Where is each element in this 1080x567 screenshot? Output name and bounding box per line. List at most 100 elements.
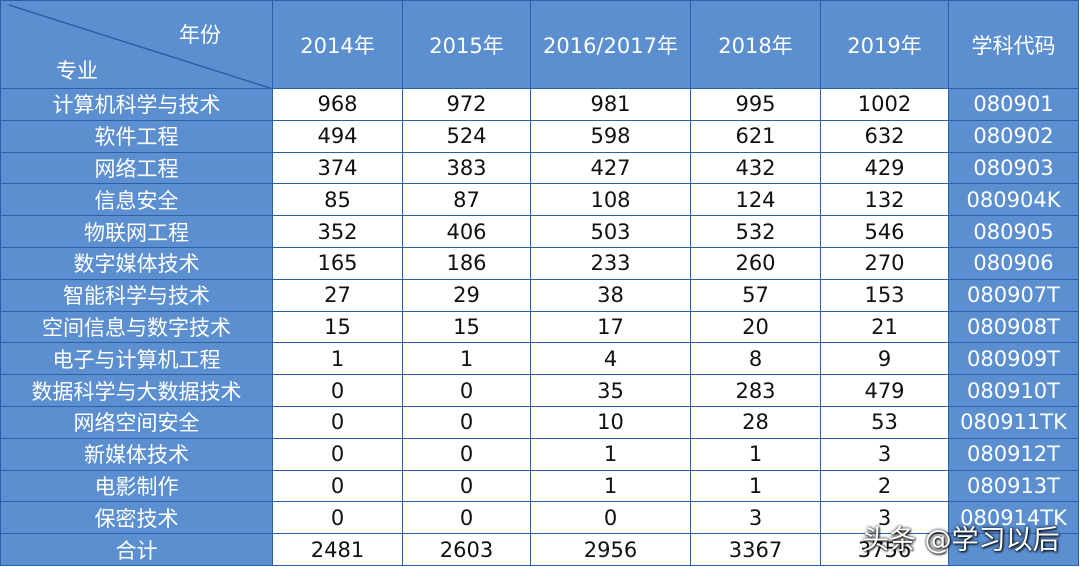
corner-bottom: 专业 [56, 59, 98, 83]
code-cell: 080906 [948, 247, 1079, 280]
value-cell: 8 [690, 342, 821, 376]
value-cell: 1 [690, 469, 821, 503]
value-cell: 1 [530, 469, 691, 503]
value-cell: 0 [402, 406, 531, 439]
code-cell: 080914TK [948, 501, 1079, 535]
row-label: 空间信息与数字技术 [0, 310, 273, 344]
code-cell: 080910T [948, 374, 1079, 407]
code-cell: 080904K [948, 183, 1079, 217]
row-label: 网络工程 [0, 151, 273, 185]
code-cell: 080905 [948, 215, 1079, 248]
value-cell: 0 [272, 437, 403, 471]
row-label: 新媒体技术 [0, 437, 273, 471]
value-cell: 165 [272, 247, 403, 280]
code-cell: 080907T [948, 278, 1079, 312]
diagonal [8, 4, 273, 89]
value-cell: 0 [402, 469, 531, 503]
value-cell: 270 [820, 247, 949, 280]
value-cell: 429 [820, 151, 949, 185]
value-cell: 598 [530, 119, 691, 153]
row-label: 软件工程 [0, 119, 273, 153]
value-cell: 1 [402, 342, 531, 376]
value-cell: 3 [690, 501, 821, 535]
watermark: 头条 @学习以后 [862, 525, 1060, 556]
value-cell: 9 [820, 342, 949, 376]
column-header: 2014年 [272, 0, 403, 89]
value-cell: 0 [530, 501, 691, 535]
corner-cell: 年份 专业 [0, 0, 273, 89]
value-cell: 124 [690, 183, 821, 217]
row-label: 信息安全 [0, 183, 273, 217]
value-cell: 972 [402, 88, 531, 121]
value-cell: 233 [530, 247, 691, 280]
value-cell: 0 [272, 469, 403, 503]
value-cell: 3367 [690, 533, 821, 566]
value-cell: 35 [530, 374, 691, 407]
value-cell: 10 [530, 406, 691, 439]
value-cell: 0 [272, 374, 403, 407]
value-cell: 1002 [820, 88, 949, 121]
code-cell [948, 533, 1079, 566]
code-cell: 080903 [948, 151, 1079, 185]
value-cell: 632 [820, 119, 949, 153]
value-cell: 0 [272, 501, 403, 535]
value-cell: 28 [690, 406, 821, 439]
value-cell: 432 [690, 151, 821, 185]
row-label: 智能科学与技术 [0, 278, 273, 312]
value-cell: 546 [820, 215, 949, 248]
value-cell: 132 [820, 183, 949, 217]
value-cell: 995 [690, 88, 821, 121]
value-cell: 4 [530, 342, 691, 376]
code-cell: 080901 [948, 88, 1079, 121]
row-label: 计算机科学与技术 [0, 88, 273, 121]
value-cell: 15 [402, 310, 531, 344]
value-cell: 108 [530, 183, 691, 217]
value-cell: 479 [820, 374, 949, 407]
value-cell: 2956 [530, 533, 691, 566]
code-cell: 080912T [948, 437, 1079, 471]
row-label: 网络空间安全 [0, 406, 273, 439]
value-cell: 352 [272, 215, 403, 248]
value-cell: 406 [402, 215, 531, 248]
value-cell: 503 [530, 215, 691, 248]
value-cell: 524 [402, 119, 531, 153]
value-cell: 15 [272, 310, 403, 344]
value-cell: 532 [690, 215, 821, 248]
row-label: 物联网工程 [0, 215, 273, 248]
value-cell: 20 [690, 310, 821, 344]
value-cell: 2481 [272, 533, 403, 566]
value-cell: 427 [530, 151, 691, 185]
row-label: 数据科学与大数据技术 [0, 374, 273, 407]
value-cell: 21 [820, 310, 949, 344]
value-cell: 981 [530, 88, 691, 121]
code-cell: 080909T [948, 342, 1079, 376]
value-cell: 260 [690, 247, 821, 280]
column-header: 2015年 [402, 0, 531, 89]
row-label: 保密技术 [0, 501, 273, 535]
value-cell: 621 [690, 119, 821, 153]
value-cell: 186 [402, 247, 531, 280]
value-cell: 968 [272, 88, 403, 121]
value-cell: 283 [690, 374, 821, 407]
column-header: 学科代码 [948, 0, 1079, 89]
value-cell: 1 [272, 342, 403, 376]
value-cell: 57 [690, 278, 821, 312]
value-cell: 2603 [402, 533, 531, 566]
row-label: 合计 [0, 533, 273, 566]
code-cell: 080913T [948, 469, 1079, 503]
value-cell: 38 [530, 278, 691, 312]
value-cell: 0 [402, 437, 531, 471]
value-cell: 1 [530, 437, 691, 471]
column-header: 2019年 [820, 0, 949, 89]
value-cell: 53 [820, 406, 949, 439]
value-cell: 0 [272, 406, 403, 439]
value-cell: 494 [272, 119, 403, 153]
row-label: 电子与计算机工程 [0, 342, 273, 376]
value-cell: 85 [272, 183, 403, 217]
value-cell: 2 [820, 469, 949, 503]
column-header: 2018年 [690, 0, 821, 89]
code-cell: 080908T [948, 310, 1079, 344]
column-header: 2016/2017年 [530, 0, 691, 89]
row-label: 数字媒体技术 [0, 247, 273, 280]
